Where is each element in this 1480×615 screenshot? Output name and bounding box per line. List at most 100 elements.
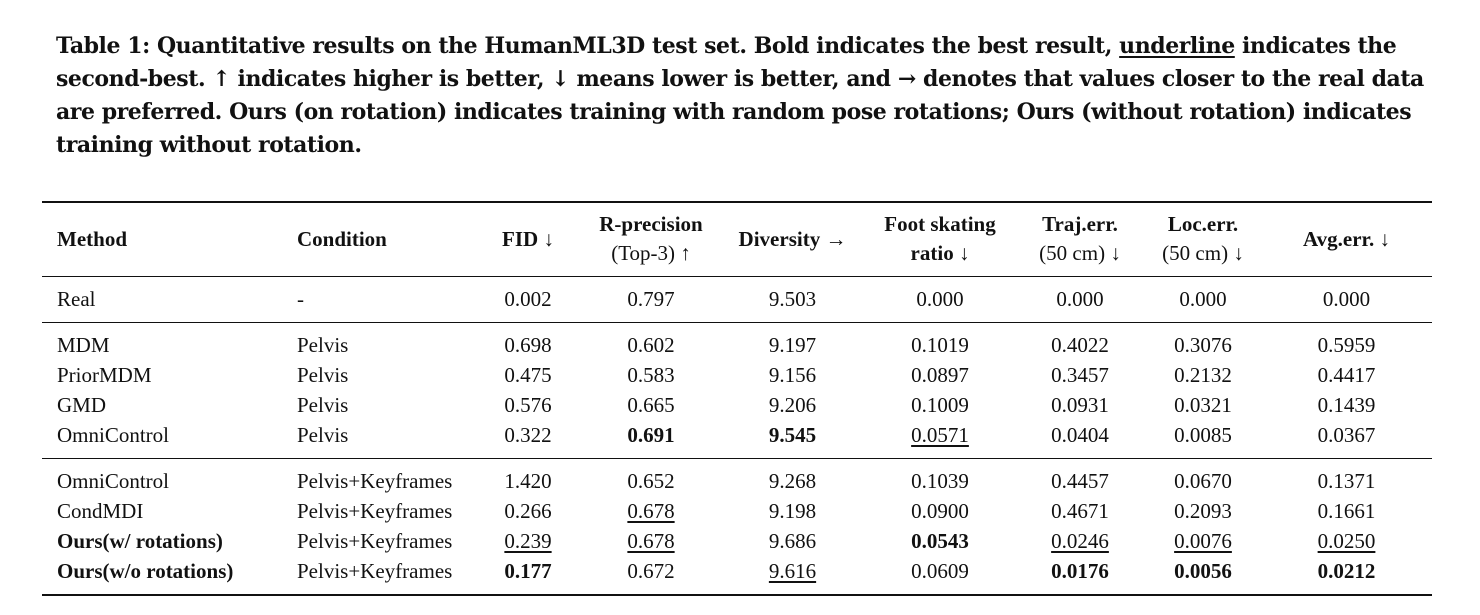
cell-loc-err: 0.2093	[1174, 499, 1232, 523]
header-loc-err: Loc.err. (50 cm) ↓	[1145, 202, 1261, 276]
header-rprecision-sub: (Top-3) ↑	[611, 241, 691, 266]
cell-condition: Pelvis+Keyframes	[297, 529, 453, 553]
cell-loc-err: 0.0056	[1174, 559, 1232, 583]
cell-diversity: 9.198	[768, 499, 817, 523]
header-traj-main: Traj.err.	[1042, 212, 1118, 237]
cell-method: MDM	[57, 333, 110, 357]
cell-loc-err: 0.0321	[1174, 393, 1232, 417]
table-row: GMD Pelvis 0.576 0.665 9.206 0.1009 0.09…	[42, 391, 1432, 421]
cell-loc-err: 0.0085	[1174, 423, 1232, 447]
cell-foot-skating: 0.0609	[911, 559, 969, 583]
cell-rprecision: 0.665	[627, 393, 675, 417]
cell-method: OmniControl	[57, 423, 170, 447]
cell-rprecision: 0.797	[627, 287, 675, 311]
caption-underline-word: underline	[1119, 33, 1235, 59]
cell-rprecision: 0.583	[627, 363, 675, 387]
table-row: MDM Pelvis 0.698 0.602 9.197 0.1019 0.40…	[42, 322, 1432, 361]
cell-diversity: 9.206	[768, 393, 817, 417]
caption-text-2: indicates the second-best. ↑ indicates h…	[56, 33, 1424, 158]
cell-avg-err: 0.5959	[1317, 333, 1376, 357]
cell-traj-err: 0.4457	[1051, 469, 1109, 493]
cell-traj-err: 0.0404	[1051, 423, 1109, 447]
cell-fid: 1.420	[504, 469, 552, 493]
cell-loc-err-value: 0.0076	[1174, 529, 1232, 553]
cell-diversity: 9.686	[768, 529, 817, 553]
cell-method: Ours(w/o rotations)	[57, 559, 234, 583]
cell-avg-err: 0.0250	[1261, 527, 1432, 557]
header-foot-skating: Foot skating ratio ↓	[865, 202, 1015, 276]
header-traj-err: Traj.err. (50 cm) ↓	[1015, 202, 1145, 276]
table-row: CondMDI Pelvis+Keyframes 0.266 0.678 9.1…	[42, 497, 1432, 527]
cell-fid: 0.322	[504, 423, 552, 447]
header-condition: Condition	[297, 226, 387, 251]
cell-avg-err-value: 0.0250	[1317, 529, 1376, 553]
cell-method: Real	[57, 287, 96, 311]
cell-avg-err: 0.1661	[1317, 499, 1376, 523]
cell-loc-err: 0.2132	[1174, 363, 1232, 387]
cell-condition: Pelvis+Keyframes	[297, 499, 453, 523]
cell-avg-err: 0.0367	[1317, 423, 1376, 447]
table-row: Ours(w/ rotations) Pelvis+Keyframes 0.23…	[42, 527, 1432, 557]
cell-diversity: 9.197	[768, 333, 817, 357]
cell-traj-err-value: 0.0246	[1051, 529, 1109, 553]
cell-condition: -	[297, 287, 304, 311]
cell-condition: Pelvis	[297, 363, 349, 387]
cell-fid: 0.475	[504, 363, 552, 387]
cell-condition: Pelvis+Keyframes	[297, 469, 453, 493]
cell-rprecision-value: 0.678	[627, 499, 675, 523]
cell-fid: 0.002	[504, 287, 552, 311]
cell-rprecision: 0.678	[582, 497, 720, 527]
cell-foot-skating: 0.0543	[911, 529, 969, 553]
cell-rprecision-value: 0.678	[627, 529, 675, 553]
cell-rprecision: 0.602	[627, 333, 675, 357]
cell-method: PriorMDM	[57, 363, 152, 387]
cell-diversity-value: 9.616	[768, 559, 817, 583]
cell-fid: 0.266	[504, 499, 552, 523]
cell-loc-err: 0.0076	[1145, 527, 1261, 557]
header-rprecision: R-precision (Top-3) ↑	[582, 202, 720, 276]
table-caption: Table 1: Quantitative results on the Hum…	[56, 30, 1426, 162]
cell-foot-skating: 0.1019	[911, 333, 969, 357]
header-fid: FID ↓	[502, 226, 554, 251]
cell-rprecision: 0.691	[627, 423, 675, 447]
table-row: OmniControl Pelvis 0.322 0.691 9.545 0.0…	[42, 421, 1432, 459]
cell-fid: 0.239	[474, 527, 582, 557]
cell-traj-err: 0.4671	[1051, 499, 1109, 523]
header-row: Method Condition FID ↓ R-precision (Top-3…	[42, 202, 1432, 276]
cell-traj-err: 0.0931	[1051, 393, 1109, 417]
cell-avg-err: 0.0212	[1317, 559, 1376, 583]
cell-foot-skating: 0.000	[916, 287, 964, 311]
cell-loc-err: 0.000	[1179, 287, 1227, 311]
header-avg-err: Avg.err. ↓	[1303, 226, 1390, 251]
cell-fid: 0.698	[504, 333, 552, 357]
cell-condition: Pelvis	[297, 393, 349, 417]
table-row: OmniControl Pelvis+Keyframes 1.420 0.652…	[42, 458, 1432, 497]
header-foot-sub: ratio ↓	[910, 241, 970, 266]
cell-rprecision: 0.652	[627, 469, 675, 493]
caption-text-1: Table 1: Quantitative results on the Hum…	[56, 33, 1120, 59]
cell-traj-err: 0.3457	[1051, 363, 1109, 387]
cell-foot-skating-value: 0.0571	[911, 423, 969, 447]
header-rprecision-main: R-precision	[599, 212, 703, 237]
cell-foot-skating: 0.0897	[911, 363, 969, 387]
header-loc-sub: (50 cm) ↓	[1162, 241, 1244, 266]
cell-condition: Pelvis+Keyframes	[297, 559, 453, 583]
table-row-real: Real - 0.002 0.797 9.503 0.000 0.000 0.0…	[42, 276, 1432, 322]
header-foot-main: Foot skating	[884, 212, 996, 237]
table-row: PriorMDM Pelvis 0.475 0.583 9.156 0.0897…	[42, 361, 1432, 391]
cell-method: GMD	[57, 393, 107, 417]
cell-diversity: 9.268	[768, 469, 817, 493]
cell-traj-err: 0.0246	[1015, 527, 1145, 557]
cell-traj-err: 0.0176	[1051, 559, 1109, 583]
cell-method: OmniControl	[57, 469, 170, 493]
header-loc-main: Loc.err.	[1167, 212, 1239, 237]
cell-avg-err: 0.1371	[1317, 469, 1376, 493]
cell-diversity: 9.545	[768, 423, 817, 447]
cell-foot-skating: 0.0571	[865, 421, 1015, 459]
cell-method: Ours(w/ rotations)	[57, 529, 223, 553]
cell-traj-err: 0.4022	[1051, 333, 1109, 357]
cell-diversity: 9.503	[768, 287, 817, 311]
cell-rprecision: 0.672	[627, 559, 675, 583]
cell-avg-err: 0.4417	[1317, 363, 1376, 387]
cell-rprecision: 0.678	[582, 527, 720, 557]
